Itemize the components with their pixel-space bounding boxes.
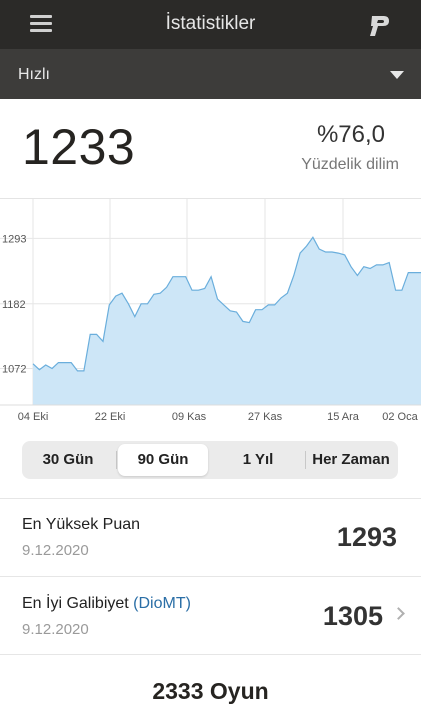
- tab-all-time[interactable]: Her Zaman: [312, 451, 390, 468]
- menu-icon[interactable]: [30, 14, 52, 34]
- best-win-title: En İyi Galibiyet (DioMT): [22, 595, 191, 613]
- top-bar: İstatistikler: [0, 0, 421, 49]
- best-win-opponent[interactable]: (DioMT): [133, 595, 191, 612]
- x-tick-label: 27 Kas: [248, 411, 283, 423]
- games-row: [0, 654, 421, 720]
- highest-rating-row: En Yüksek Puan 9.12.2020 1293: [0, 498, 421, 576]
- best-win-value: 1305: [322, 601, 383, 631]
- games-count: 2333 Oyun: [152, 678, 269, 704]
- x-tick-label: 09 Kas: [172, 411, 207, 423]
- x-tick-label: 02 Oca: [382, 411, 418, 423]
- x-tick-label: 15 Ara: [327, 411, 360, 423]
- y-tick-label: 1072: [2, 364, 26, 376]
- page-title: İstatistikler: [165, 13, 256, 34]
- chevron-right-icon: [392, 607, 405, 620]
- tab-separator: [305, 451, 306, 469]
- best-win-row[interactable]: En İyi Galibiyet (DioMT) 9.12.2020 1305: [0, 576, 421, 654]
- percentile-label: Yüzdelik dilim: [301, 156, 399, 173]
- highest-rating-value: 1293: [336, 522, 397, 552]
- rating-area: [33, 237, 421, 405]
- percentile-value: %76,0: [316, 121, 385, 148]
- highest-rating-date: 9.12.2020: [22, 542, 89, 559]
- rating-chart-svg: 1072 1182 1293 04 Eki 22 Eki 09 Kas 27 Kas 15 A…: [0, 199, 421, 423]
- highest-rating-title: En Yüksek Puan: [22, 516, 141, 533]
- variant-label: Hızlı: [18, 66, 50, 83]
- tab-30-days[interactable]: 30 Gün: [42, 451, 94, 468]
- rating-line: [32, 236, 421, 372]
- range-tabs: 30 Gün 90 Gün 1 Yıl Her Zaman: [22, 441, 398, 479]
- logo-icon: [370, 16, 389, 36]
- variant-selector[interactable]: Hızlı: [0, 49, 421, 99]
- best-win-label: En İyi Galibiyet: [22, 595, 129, 612]
- x-tick-label: 22 Eki: [95, 411, 126, 423]
- x-tick-label: 04 Eki: [18, 411, 49, 423]
- y-tick-label: 1293: [2, 233, 26, 245]
- tab-90-days[interactable]: 90 Gün: [118, 444, 208, 476]
- tab-1-year[interactable]: 1 Yıl: [242, 451, 274, 468]
- best-win-date: 9.12.2020: [22, 621, 89, 638]
- tab-separator: [116, 451, 117, 469]
- y-tick-label: 1182: [2, 299, 26, 311]
- chevron-down-icon: [390, 71, 404, 79]
- current-rating: 1233: [22, 119, 136, 175]
- rating-chart: 1072 1182 1293 04 Eki 22 Eki 09 Kas 27 Kas 15 A…: [0, 198, 421, 428]
